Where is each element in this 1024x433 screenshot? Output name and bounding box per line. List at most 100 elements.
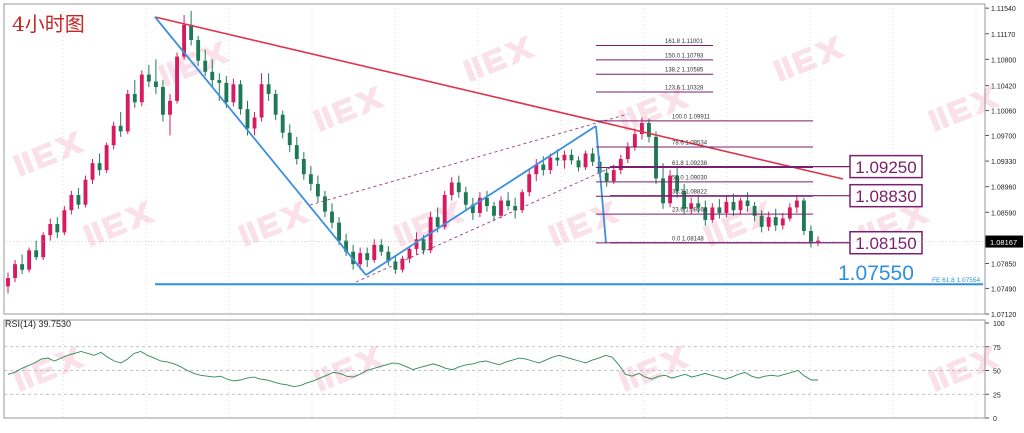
impulse-drop-line: [595, 125, 607, 244]
candles-layer: [6, 10, 820, 294]
candle: [104, 142, 109, 173]
candle: [520, 189, 525, 213]
candle: [682, 183, 687, 215]
price-tick-label: 1.09700: [991, 133, 1016, 140]
current-price-tag: [985, 235, 1023, 248]
candle: [203, 49, 208, 76]
candle: [224, 75, 229, 108]
candle: [266, 73, 271, 101]
support-level-label: 1.07550: [838, 262, 914, 285]
candle: [801, 197, 806, 236]
price-tick-label: 1.08590: [991, 210, 1016, 217]
price-tick-label: 1.10420: [991, 84, 1016, 91]
key-level: 1.08830: [610, 183, 923, 208]
candle: [548, 153, 553, 175]
candle: [400, 255, 405, 273]
rsi-tick-label: 100: [993, 321, 1005, 328]
candle: [196, 35, 201, 67]
candle: [562, 150, 567, 169]
candle: [647, 118, 651, 143]
candle: [337, 217, 341, 245]
candle: [463, 186, 468, 211]
chart-title: 4小时图: [12, 12, 85, 36]
candle: [506, 192, 511, 211]
candle: [379, 239, 384, 256]
fib-level-label: 100.0 1.09911: [672, 114, 711, 120]
candle: [780, 212, 785, 230]
candle: [90, 159, 95, 184]
candle: [752, 201, 757, 222]
candle: [315, 175, 320, 202]
candle: [273, 89, 278, 121]
candle: [20, 254, 25, 274]
price-tick-label: 1.09330: [991, 159, 1016, 166]
watermark-logo: [82, 200, 156, 247]
candle: [386, 246, 391, 266]
candle: [132, 80, 137, 108]
fib-level: 150.0 1.10793: [596, 53, 713, 61]
candle: [689, 197, 694, 215]
candle: [661, 163, 665, 209]
rsi-tick-label: 50: [993, 369, 1001, 376]
candle: [344, 233, 349, 256]
candle: [773, 208, 778, 231]
fe-label: FE 61.8 1.07554: [932, 277, 980, 284]
candle: [794, 194, 799, 213]
rsi-title: RSI(14) 39.7530: [5, 319, 71, 329]
price-tick-label: 1.11540: [991, 6, 1016, 13]
candle: [252, 111, 257, 136]
rsi-frame: [3, 319, 986, 419]
candle: [153, 59, 158, 94]
candle: [189, 10, 194, 46]
fib-level-label: 0.0 1.08148: [672, 236, 704, 242]
candle: [731, 193, 736, 216]
candle: [470, 197, 475, 220]
fib-level: 161.8 1.11001: [596, 39, 713, 46]
key-level-label: 1.08150: [855, 234, 916, 253]
candle: [618, 154, 623, 175]
candle: [668, 170, 673, 208]
candle: [111, 121, 116, 150]
candle: [139, 70, 144, 107]
candle: [365, 247, 370, 267]
candle: [787, 203, 792, 222]
price-tick-label: 1.07120: [991, 312, 1016, 319]
candle: [27, 247, 32, 273]
fib-level: 61.8 1.09238: [596, 161, 813, 168]
key-level-label: 1.08830: [855, 187, 916, 206]
candle: [534, 159, 539, 182]
candle: [738, 197, 743, 215]
watermark-logo: [312, 85, 386, 132]
fib-level: 78.6 1.09534: [596, 140, 813, 148]
watermark-logo: [462, 35, 536, 82]
price-tick-label: 1.10060: [991, 109, 1016, 116]
candle: [675, 167, 680, 198]
price-tick-label: 1.07850: [991, 261, 1016, 268]
watermark-logo: [237, 200, 311, 247]
candle: [69, 190, 74, 215]
channel-support-line: [365, 125, 597, 276]
candle: [372, 239, 377, 263]
fib-level-label: 61.8 1.09238: [672, 161, 708, 167]
candle: [513, 197, 518, 219]
key-level: 1.09250: [610, 154, 923, 179]
channel-lower-dashed: [355, 167, 611, 283]
fib-level-label: 123.6 1.10328: [665, 86, 704, 92]
candle: [696, 194, 701, 213]
candle: [485, 190, 489, 212]
drawing-layer: 1.07550 FE 61.8 1.07554: [154, 16, 983, 286]
candle: [816, 236, 820, 247]
candle: [175, 52, 179, 104]
candle: [323, 190, 327, 218]
candle: [625, 142, 630, 164]
candle: [76, 188, 81, 209]
fib-level-label: 138.2 1.10585: [665, 68, 704, 74]
candle: [583, 150, 588, 171]
candle: [407, 246, 412, 263]
fib-level: 100.0 1.09911: [596, 114, 813, 122]
watermark-logo: [312, 345, 386, 392]
candle: [6, 272, 10, 294]
candle: [13, 260, 17, 283]
candle: [118, 111, 123, 137]
